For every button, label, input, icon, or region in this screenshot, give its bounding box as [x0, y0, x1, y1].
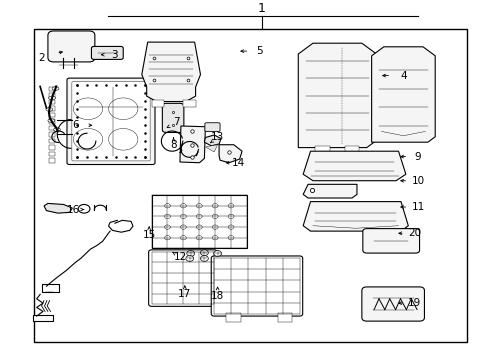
Text: 15: 15 [142, 230, 156, 240]
Polygon shape [303, 184, 356, 198]
Circle shape [227, 204, 233, 208]
Text: 11: 11 [410, 202, 424, 212]
Bar [49, 126, 55, 130]
Circle shape [212, 235, 218, 240]
Circle shape [200, 250, 208, 256]
Polygon shape [44, 203, 72, 213]
Circle shape [180, 214, 186, 219]
Ellipse shape [48, 96, 55, 100]
Text: 7: 7 [172, 117, 179, 127]
Bar [49, 93, 55, 98]
Circle shape [164, 225, 170, 229]
FancyBboxPatch shape [72, 82, 150, 161]
Bar [315, 146, 329, 157]
FancyBboxPatch shape [204, 123, 220, 131]
Text: 19: 19 [407, 298, 421, 308]
Circle shape [164, 204, 170, 208]
Text: 13: 13 [210, 132, 224, 142]
Circle shape [227, 225, 233, 229]
Bar [49, 87, 55, 91]
Bar [226, 313, 241, 322]
Polygon shape [219, 145, 242, 163]
Circle shape [212, 225, 218, 229]
Polygon shape [205, 145, 217, 152]
Text: 3: 3 [111, 50, 118, 60]
Circle shape [164, 214, 170, 219]
Bar [33, 315, 53, 321]
FancyBboxPatch shape [148, 250, 217, 306]
Text: 1: 1 [257, 3, 265, 15]
Bar [49, 145, 55, 150]
Bar [49, 113, 55, 117]
Bar [344, 146, 359, 157]
Polygon shape [180, 126, 205, 163]
Bar [34, 29, 466, 342]
Circle shape [227, 235, 233, 240]
FancyBboxPatch shape [67, 78, 155, 165]
Bar [49, 132, 55, 137]
Polygon shape [204, 135, 221, 146]
Circle shape [213, 251, 221, 256]
Circle shape [227, 214, 233, 219]
FancyBboxPatch shape [91, 46, 123, 59]
Bar [277, 313, 292, 322]
FancyBboxPatch shape [162, 103, 183, 132]
Text: 4: 4 [399, 71, 406, 81]
Circle shape [180, 204, 186, 208]
Text: 9: 9 [414, 152, 421, 162]
Ellipse shape [73, 129, 102, 150]
Bar [49, 139, 55, 143]
Text: 2: 2 [38, 53, 45, 63]
Bar [49, 158, 55, 163]
Circle shape [180, 225, 186, 229]
Ellipse shape [53, 128, 61, 131]
FancyBboxPatch shape [211, 256, 302, 316]
Circle shape [186, 251, 194, 256]
Bar [41, 284, 59, 292]
Circle shape [180, 235, 186, 240]
Circle shape [196, 214, 202, 219]
Bar [49, 152, 55, 156]
Ellipse shape [46, 108, 53, 111]
Bar [49, 100, 55, 104]
Text: 17: 17 [178, 289, 191, 300]
FancyBboxPatch shape [48, 31, 95, 62]
Bar [49, 119, 55, 124]
Polygon shape [303, 151, 405, 181]
Circle shape [196, 225, 202, 229]
Ellipse shape [48, 119, 55, 122]
Bar [49, 106, 55, 111]
Text: 5: 5 [255, 46, 262, 56]
Bar [151, 100, 163, 107]
Text: 16: 16 [66, 204, 80, 215]
Text: 8: 8 [170, 140, 177, 150]
FancyBboxPatch shape [362, 229, 419, 253]
Text: 12: 12 [174, 252, 187, 262]
Ellipse shape [73, 98, 102, 120]
FancyBboxPatch shape [361, 287, 424, 321]
Ellipse shape [108, 98, 138, 120]
Bar [151, 195, 246, 248]
Bar [183, 100, 195, 107]
Polygon shape [371, 47, 434, 142]
Text: 10: 10 [411, 176, 424, 186]
Circle shape [196, 235, 202, 240]
Circle shape [164, 235, 170, 240]
Ellipse shape [108, 129, 138, 150]
Circle shape [185, 256, 193, 261]
Circle shape [78, 204, 90, 213]
Text: 20: 20 [407, 228, 420, 238]
Circle shape [196, 204, 202, 208]
Text: 14: 14 [231, 158, 245, 168]
Ellipse shape [52, 87, 59, 90]
Circle shape [212, 204, 218, 208]
Text: 6: 6 [72, 120, 79, 130]
Circle shape [212, 214, 218, 219]
Polygon shape [303, 202, 407, 231]
Polygon shape [142, 42, 200, 102]
Text: 18: 18 [210, 291, 224, 301]
Polygon shape [298, 43, 376, 148]
Circle shape [200, 256, 208, 261]
